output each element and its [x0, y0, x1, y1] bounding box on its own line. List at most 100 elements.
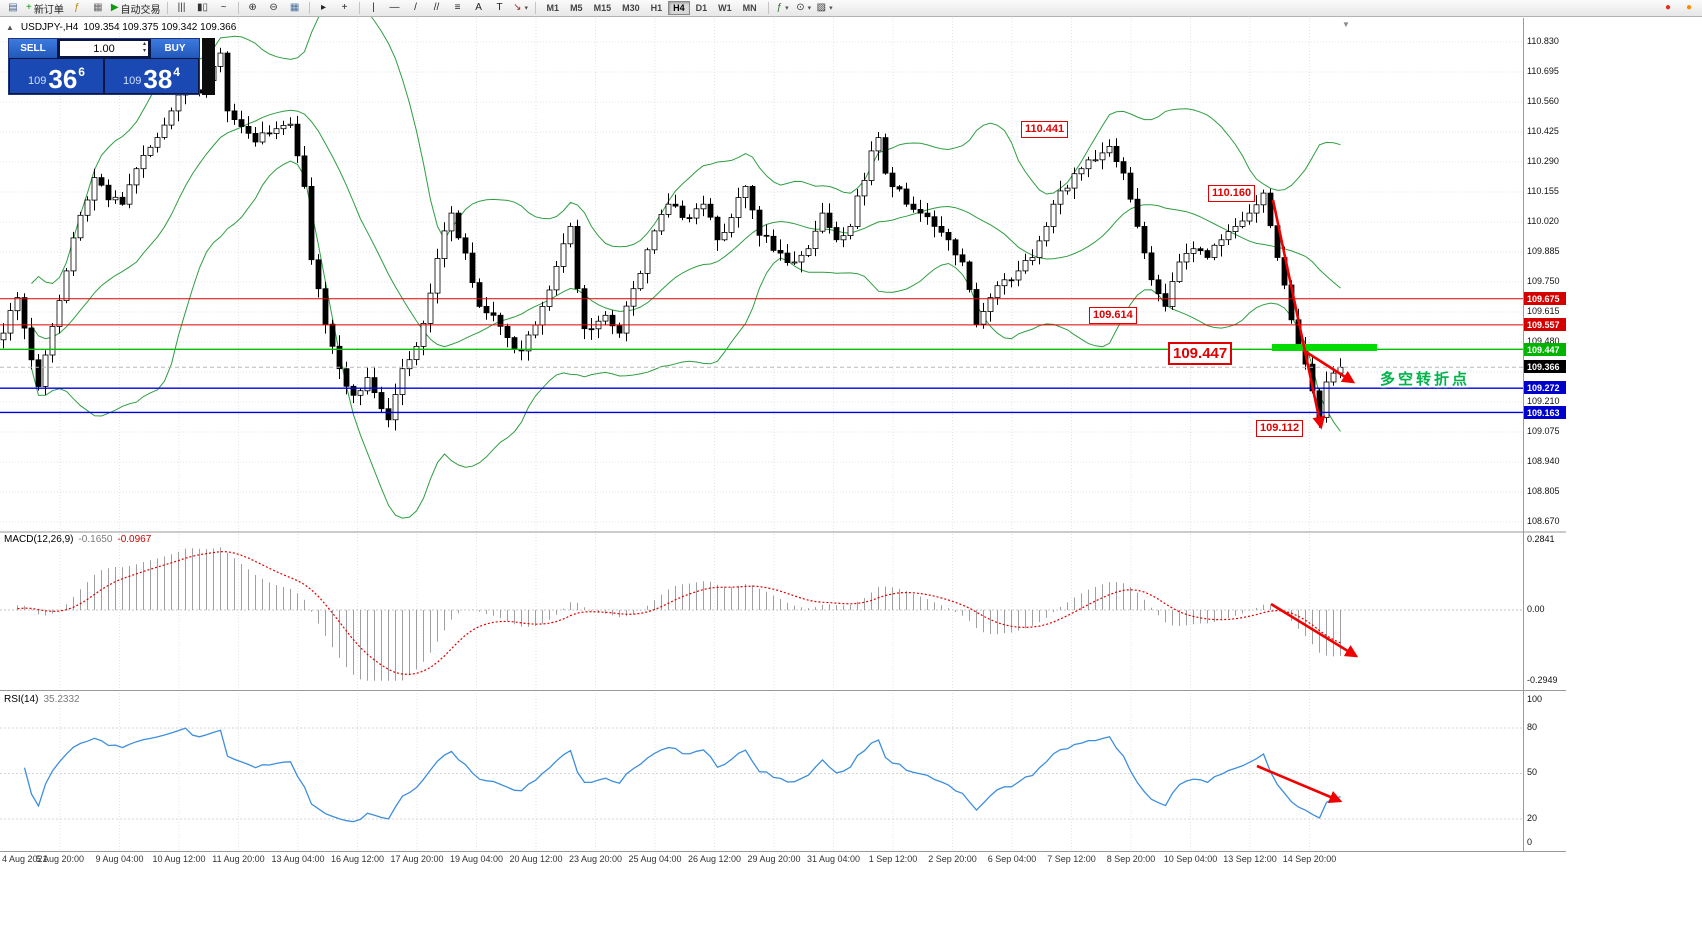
crosshair-icon-glyph: + [341, 2, 348, 13]
price-axis-label: 110.425 [1527, 126, 1559, 136]
sell-price-big: 36 [48, 64, 78, 94]
time-axis-label: 4 Aug 2021 [2, 854, 48, 864]
panel-collapse-handle[interactable] [202, 38, 215, 95]
cursor-icon-glyph: ▸ [321, 2, 327, 13]
sell-price-sup: 6 [78, 65, 85, 79]
line-chart-icon[interactable]: ~ [214, 1, 234, 16]
expert-advisor-icon[interactable]: ƒ [67, 1, 87, 16]
period-presets-icon-glyph: ⊙ [796, 2, 805, 13]
volume-steppers[interactable]: ▴ ▾ [143, 41, 146, 55]
trend-arrows[interactable] [1256, 199, 1359, 803]
indicators-icon[interactable]: ƒ ▾ [773, 1, 793, 16]
crosshair-icon[interactable]: + [335, 1, 355, 16]
toolbar-separator [166, 2, 168, 14]
timeframe-button-h1[interactable]: H1 [650, 3, 663, 13]
toolbar-separator [534, 2, 536, 14]
candlesticks [0, 47, 1344, 431]
timeframe-button-mn[interactable]: MN [742, 3, 757, 13]
price-axis-label: 109.615 [1527, 306, 1560, 316]
notification-badge[interactable]: ● [1658, 1, 1678, 16]
one-click-trading-panel: SELL 1.00 ▴ ▾ BUY 109 36 6 109 38 4 [8, 38, 200, 95]
time-axis-label: 9 Aug 04:00 [95, 854, 144, 864]
text-icon[interactable]: A [469, 1, 489, 16]
label-icon-glyph: T [496, 2, 503, 13]
support-resistance-lines[interactable] [0, 298, 1523, 414]
timeframe-button-m15[interactable]: M15 [593, 3, 612, 13]
autotrading-button-label: 自动交易 [120, 4, 161, 16]
market-watch-icon-glyph: ▦ [93, 2, 103, 13]
volume-value: 1.00 [93, 42, 115, 55]
templates-icon[interactable]: ▨ ▾ [815, 1, 835, 16]
timeframe-button-m5[interactable]: M5 [570, 3, 583, 13]
rsi-indicator [23, 727, 1341, 823]
price-level-tag: 109.557 [1524, 318, 1566, 331]
volume-input[interactable]: 1.00 ▴ ▾ [60, 41, 148, 56]
buy-button[interactable]: BUY [151, 39, 199, 58]
time-axis-label: 10 Sep 04:00 [1163, 854, 1218, 864]
panel-borders [0, 18, 1566, 852]
buy-price-sup: 4 [173, 65, 180, 79]
new-order-button[interactable]: + 新订单 [24, 1, 66, 16]
volume-down-icon[interactable]: ▾ [142, 48, 146, 54]
sell-button[interactable]: SELL [9, 39, 57, 58]
turning-zone-highlight[interactable] [1272, 344, 1377, 351]
vertical-line-icon-glyph: | [372, 2, 375, 13]
time-axis-label: 2 Sep 20:00 [928, 854, 977, 864]
rsi-axis-label: 50 [1527, 767, 1538, 777]
zoom-in-icon[interactable]: ⊕ [243, 1, 263, 16]
tile-windows-icon[interactable]: ▦ [285, 1, 305, 16]
trend-arrow [1271, 199, 1326, 430]
price-callout[interactable]: 109.447 [1168, 342, 1233, 365]
trend-arrow [1302, 348, 1356, 384]
toolbar-separator [308, 2, 310, 14]
time-axis-label: 11 Aug 20:00 [212, 854, 265, 864]
horizontal-line-icon[interactable]: — [385, 1, 405, 16]
timeframe-button-m1[interactable]: M1 [546, 3, 560, 13]
chart-shift-marker-icon: ▼ [1342, 20, 1350, 29]
macd-axis-label: 0.2841 [1527, 534, 1555, 544]
cursor-icon[interactable]: ▸ [314, 1, 334, 16]
time-axis-label: 13 Aug 04:00 [271, 854, 325, 864]
price-callout[interactable]: 110.160 [1208, 185, 1256, 202]
timeframe-button-w1[interactable]: W1 [718, 3, 732, 13]
time-axis-label: 16 Aug 12:00 [330, 854, 385, 864]
zoom-out-icon[interactable]: ⊖ [264, 1, 284, 16]
timeframe-button-d1[interactable]: D1 [695, 3, 708, 13]
time-axis-label: 20 Aug 12:00 [509, 854, 563, 864]
candles-chart-icon[interactable]: ▮▯ [193, 1, 213, 16]
market-watch-icon[interactable]: ▦ [88, 1, 108, 16]
candles-chart-icon-glyph: ▮▯ [197, 2, 209, 13]
buy-price-button[interactable]: 109 38 4 [105, 59, 198, 93]
timeframe-button-m30[interactable]: M30 [622, 3, 640, 13]
arrow-tools-icon[interactable]: ↘ ▾ [511, 1, 531, 16]
sell-price-button[interactable]: 109 36 6 [10, 59, 103, 93]
channel-icon[interactable]: // [427, 1, 447, 16]
price-callout[interactable]: 109.112 [1256, 420, 1304, 437]
macd-indicator [17, 547, 1341, 681]
new-order-button-label: 新订单 [33, 4, 64, 16]
macd-axis-label: 0.00 [1527, 604, 1545, 614]
price-callout[interactable]: 110.441 [1021, 121, 1069, 138]
connection-status-badge[interactable]: ● [1679, 1, 1699, 16]
dropdown-arrow-icon: ▾ [807, 5, 812, 12]
timeframe-button-h4[interactable]: H4 [668, 1, 690, 15]
bars-chart-icon[interactable]: ||| [172, 1, 192, 16]
trendline-icon[interactable]: / [406, 1, 426, 16]
layouts-icon[interactable]: ▤ [3, 1, 23, 16]
price-callout[interactable]: 109.614 [1089, 307, 1137, 324]
vertical-line-icon[interactable]: | [364, 1, 384, 16]
notification-badge-glyph: ● [1664, 2, 1672, 13]
rsi-value: 35.2332 [43, 694, 80, 705]
price-axis-label: 108.670 [1527, 516, 1560, 526]
autotrading-button[interactable]: ▶ 自动交易 [109, 1, 163, 16]
trendline-icon-glyph: / [414, 2, 417, 13]
rsi-axis-label: 100 [1527, 694, 1543, 704]
volume-up-icon[interactable]: ▴ [142, 41, 146, 47]
period-presets-icon[interactable]: ⊙ ▾ [794, 1, 814, 16]
label-icon[interactable]: T [490, 1, 510, 16]
current-price-tag: 109.366 [1524, 360, 1566, 373]
price-axis-label: 109.885 [1527, 246, 1560, 256]
fibonacci-icon[interactable]: ≡ [448, 1, 468, 16]
price-axis-label: 109.210 [1527, 396, 1560, 406]
